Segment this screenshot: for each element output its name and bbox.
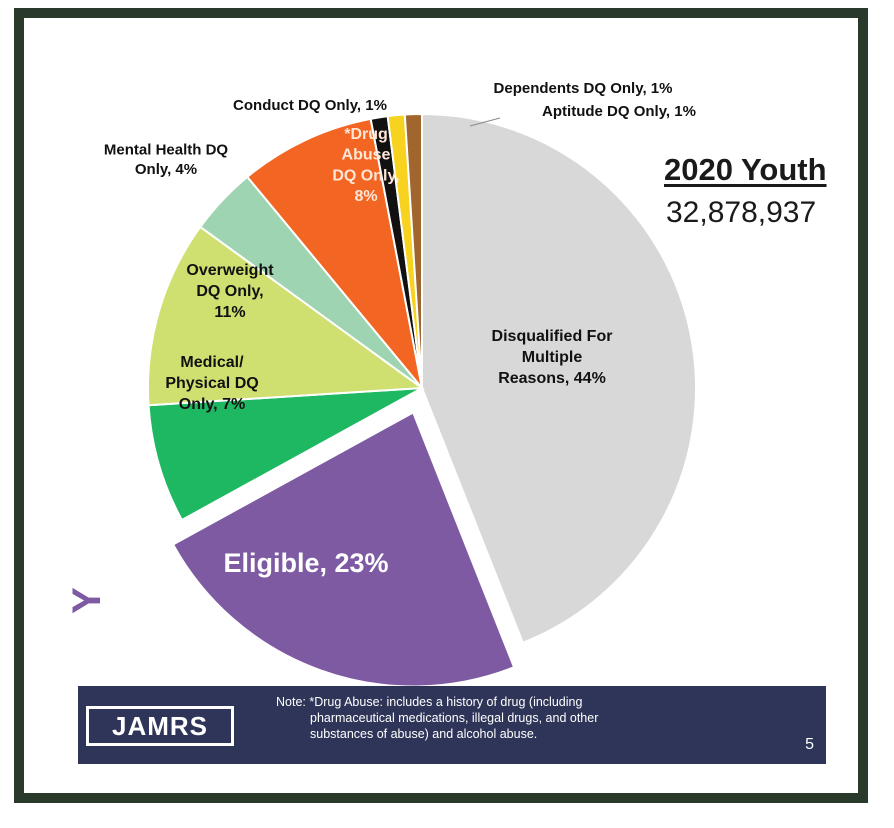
footnote-line: Note: *Drug Abuse: includes a history of… bbox=[276, 695, 583, 709]
slice-label-line: Reasons, 44% bbox=[498, 370, 606, 387]
pie-slice bbox=[147, 225, 425, 407]
slice-label: Disqualified For Multiple Reasons, 44% bbox=[492, 328, 613, 387]
side-glyph: Y bbox=[64, 587, 109, 614]
pie-slice bbox=[421, 112, 697, 645]
slice-label-line: Conduct DQ Only, 1% bbox=[233, 97, 387, 114]
slice-label-line: Multiple bbox=[522, 349, 583, 366]
footnote-line: substances of abuse) and alcohol abuse. bbox=[310, 727, 538, 741]
chart-subtitle: 32,878,937 bbox=[666, 196, 817, 229]
slice-label-line: DQ Only, bbox=[196, 283, 263, 300]
footer-bar: JAMRS Note: *Drug Abuse: includes a hist… bbox=[78, 686, 826, 764]
slice-label-line: Mental Health DQ bbox=[104, 141, 229, 158]
slice-label: Overweight DQ Only, 11% bbox=[186, 262, 274, 321]
slice-label-line: 8% bbox=[354, 188, 377, 205]
slice-label-line: Only, 7% bbox=[179, 396, 245, 413]
slice-label-line: Physical DQ bbox=[165, 375, 258, 392]
page-number: 5 bbox=[805, 736, 814, 753]
slice-label-line: Only, 4% bbox=[135, 161, 197, 178]
slice-label-line: DQ Only, bbox=[332, 167, 399, 184]
pie-slice bbox=[403, 112, 423, 389]
slice-label: Aptitude DQ Only, 1% bbox=[542, 103, 696, 120]
footnote: Note: *Drug Abuse: includes a history of… bbox=[276, 694, 716, 742]
slice-label: Dependents DQ Only, 1% bbox=[494, 80, 673, 97]
leader-line bbox=[469, 117, 501, 127]
slice-label: Medical/Physical DQ Only, 7% bbox=[165, 354, 258, 413]
jamrs-logo: JAMRS bbox=[86, 706, 234, 746]
slice-label-line: *Drug bbox=[344, 126, 388, 143]
slice-label-line: Disqualified For bbox=[492, 328, 613, 345]
slice-label: Mental Health DQ Only, 4% bbox=[104, 141, 229, 178]
slice-label: Eligible, 23% bbox=[223, 548, 388, 578]
footnote-line: pharmaceutical medications, illegal drug… bbox=[310, 711, 599, 725]
slice-label-line: Dependents DQ Only, 1% bbox=[494, 80, 673, 97]
chart-title: 2020 Youth bbox=[664, 152, 827, 187]
slice-label: *Drug Abuse DQ Only, 8% bbox=[332, 126, 399, 205]
slice-label-line: Aptitude DQ Only, 1% bbox=[542, 103, 696, 120]
slice-label-line: Medical/ bbox=[180, 354, 244, 371]
pie-slice bbox=[147, 387, 423, 522]
slice-label-line: Abuse bbox=[342, 147, 391, 164]
slice-label: Conduct DQ Only, 1% bbox=[233, 97, 387, 114]
pie-slice bbox=[245, 117, 423, 389]
pie-slice bbox=[171, 411, 516, 688]
slice-label-line: Overweight bbox=[186, 262, 274, 279]
slice-label-line: 11% bbox=[214, 304, 245, 321]
slice-label-line: Eligible, 23% bbox=[223, 548, 388, 578]
